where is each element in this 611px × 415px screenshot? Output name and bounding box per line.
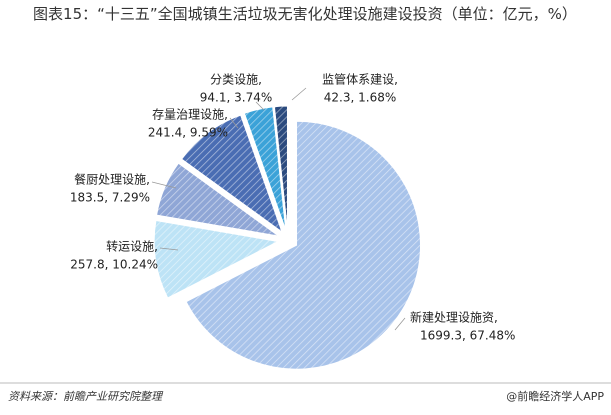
slice-label: 餐厨处理设施, [74, 172, 150, 187]
leader-line [291, 87, 307, 101]
value-label: 241.4, 9.59% [148, 126, 228, 140]
brand: @前瞻经济学人APP [506, 389, 604, 403]
slice-label: 转运设施, [106, 239, 158, 254]
leader-line [394, 317, 406, 331]
leader-line [255, 101, 265, 111]
leader-line [159, 247, 179, 251]
pie-slice [273, 105, 288, 231]
pie-slice [153, 219, 280, 299]
value-label: 94.1, 3.74% [200, 91, 272, 105]
value-label: 1699.3, 67.48% [420, 329, 515, 343]
source: 资料来源：前瞻产业研究院整理 [8, 390, 164, 403]
slice-label: 分类设施, [210, 73, 262, 87]
value-label: 183.5, 7.29% [70, 191, 150, 205]
pie-slice [243, 106, 287, 231]
chart-title: 图表15：“十三五”全国城镇生活垃圾无害化处理设施建设投资（单位：亿元，%） [33, 5, 577, 23]
slice-label: 监管体系建设, [322, 72, 398, 87]
value-label: 42.3, 1.68% [324, 91, 396, 105]
pie-slice [180, 114, 284, 234]
slice-label: 新建处理设施资, [410, 310, 498, 325]
leader-line [151, 181, 177, 189]
slice-label: 存量治理设施, [152, 108, 228, 122]
pie-slice [185, 120, 422, 370]
leader-line [229, 117, 239, 129]
title-box: 图表15：“十三五”全国城镇生活垃圾无害化处理设施建设投资（单位：亿元，%） [33, 5, 577, 23]
value-label: 257.8, 10.24% [70, 258, 158, 272]
pie-slice [156, 162, 280, 237]
